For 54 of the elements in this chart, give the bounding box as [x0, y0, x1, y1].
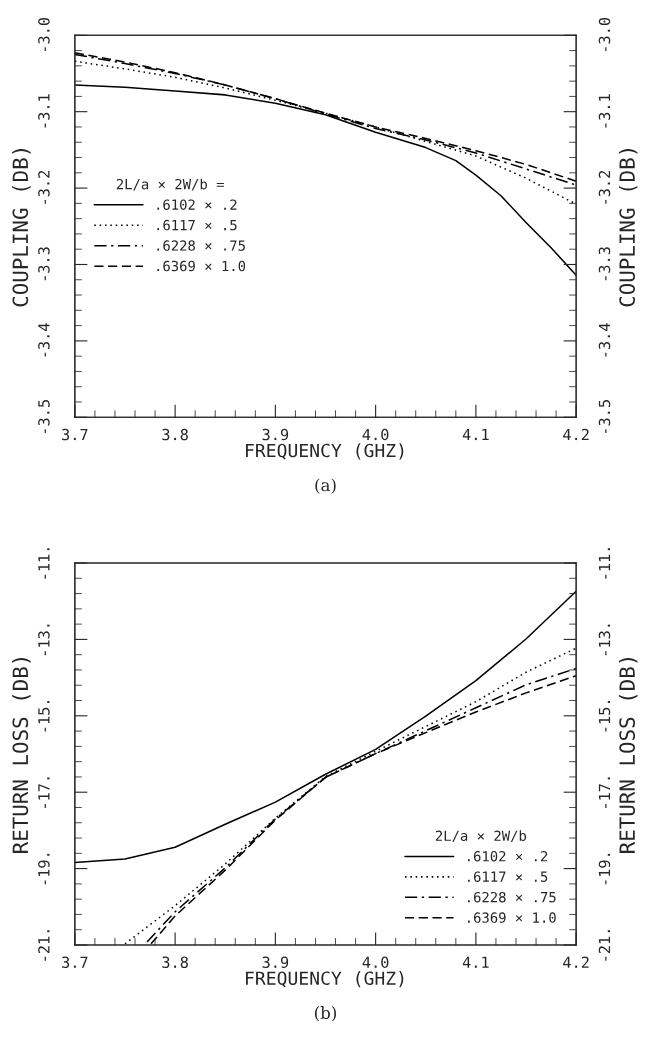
x-tick-label: 4.2	[563, 428, 589, 441]
legend-title: 2L/a × 2W/b	[435, 830, 527, 843]
y-axis-title: RETURN LOSS (DB)	[12, 657, 31, 853]
x-tick-label: 3.8	[162, 428, 188, 441]
x-tick-label: 3.8	[162, 956, 188, 969]
x-axis-title: FREQUENCY (GHZ)	[246, 971, 404, 988]
y2-tick-label: -3.4	[598, 323, 611, 357]
text: (a)	[315, 478, 336, 494]
y-tick-label: -3.5	[38, 400, 50, 434]
y-tick-label: -3.0	[38, 17, 50, 52]
x-tick-label: 3.7	[62, 428, 88, 441]
y2-tick-label: -3.3	[598, 247, 611, 281]
x-tick-label: 3.7	[62, 956, 88, 969]
legend-label: .6369 × 1.0	[157, 260, 246, 272]
legend-label: .6102 × .2	[468, 850, 548, 862]
y2-axis-title: RETURN LOSS (DB)	[618, 657, 638, 853]
legend-label: .6117 × .5	[468, 871, 548, 882]
y2-tick-label: -17.	[598, 777, 611, 808]
y-tick-label: -3.1	[38, 94, 50, 128]
y-tick-label: -11.	[38, 548, 50, 579]
legend-label: .6102 × .2	[157, 199, 237, 210]
y2-tick-label: -3.0	[598, 17, 611, 52]
legend-label: .6117 × .5	[157, 219, 237, 231]
y-tick-label: -3.4	[38, 323, 50, 357]
x-tick-label: 3.9	[262, 428, 289, 441]
x-tick-label: 4.1	[462, 428, 489, 441]
y-tick-label: -13.	[38, 624, 50, 656]
y-tick-label: -17.	[38, 777, 50, 808]
x-axis-title: FREQUENCY (GHZ)	[246, 443, 404, 460]
y-tick-label: -3.2	[38, 170, 50, 204]
text: (b)	[314, 1006, 337, 1022]
legend-label: .6228 × .75	[157, 240, 245, 251]
x-tick-label: 4.1	[462, 956, 489, 968]
y2-tick-label: -21.	[598, 930, 611, 961]
x-tick-label: 3.9	[262, 956, 289, 969]
y2-tick-label: -15.	[598, 701, 611, 732]
y-tick-label: -19.	[38, 853, 50, 885]
x-tick-label: 4.0	[362, 956, 389, 969]
legend-label: .6228 × .75	[468, 891, 556, 903]
y2-tick-label: -19.	[598, 853, 611, 885]
y2-axis-title: COUPLING (DB)	[618, 149, 638, 307]
y2-tick-label: -11.	[598, 548, 611, 579]
y-tick-label: -3.3	[38, 247, 50, 281]
y2-tick-label: -3.1	[598, 94, 611, 128]
x-tick-label: 4.0	[362, 428, 389, 441]
y-tick-label: -21.	[38, 930, 50, 961]
y-tick-label: -15.	[38, 701, 50, 732]
y2-tick-label: -3.5	[598, 400, 611, 434]
y2-tick-label: -13.	[598, 624, 611, 656]
y-axis-title: COUPLING (DB)	[12, 149, 31, 307]
y2-tick-label: -3.2	[598, 170, 611, 204]
legend-title: 2L/a × 2W/b =	[116, 178, 224, 191]
x-tick-label: 4.2	[563, 956, 589, 968]
legend-label: .6369 × 1.0	[468, 912, 556, 923]
